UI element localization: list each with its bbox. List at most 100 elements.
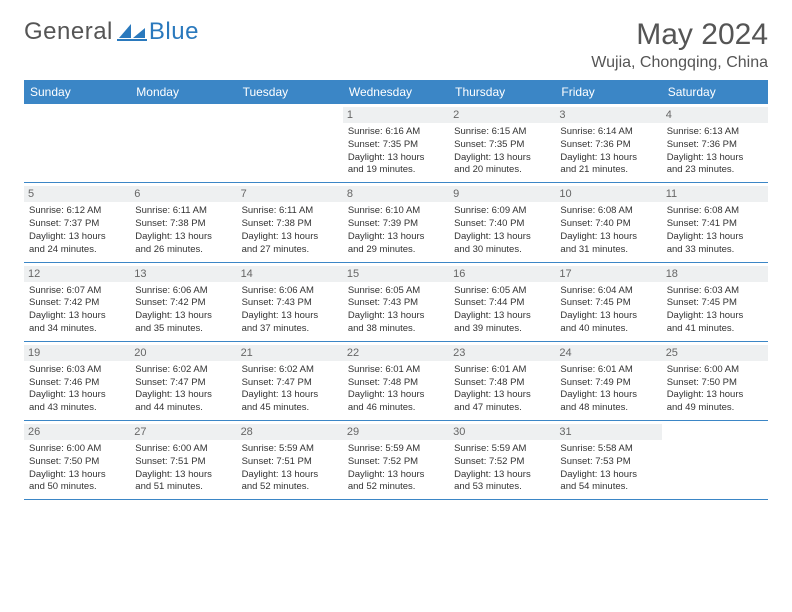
day-details: Sunrise: 6:05 AMSunset: 7:44 PMDaylight:…	[454, 285, 550, 336]
day-cell: 26Sunrise: 6:00 AMSunset: 7:50 PMDayligh…	[24, 421, 130, 499]
day-number: 27	[130, 424, 236, 440]
day-number: 12	[24, 266, 130, 282]
day-number: 25	[662, 345, 768, 361]
day-number: 14	[237, 266, 343, 282]
day-number: 6	[130, 186, 236, 202]
day-cell: 2 Sunrise: 6:15 AMSunset: 7:35 PMDaylight…	[449, 104, 555, 182]
day-number: 9	[449, 186, 555, 202]
day-number: 20	[130, 345, 236, 361]
day-cell: 13 Sunrise: 6:06 AMSunset: 7:42 PMDayligh…	[130, 263, 236, 341]
day-cell: 20 Sunrise: 6:02 AMSunset: 7:47 PMDayligh…	[130, 342, 236, 420]
day-cell: 22 Sunrise: 6:01 AMSunset: 7:48 PMDayligh…	[343, 342, 449, 420]
calendar-week-row: 12 Sunrise: 6:07 AMSunset: 7:42 PMDayligh…	[24, 263, 768, 342]
day-number: 3	[555, 107, 661, 123]
day-number: 8	[343, 186, 449, 202]
day-cell: 9 Sunrise: 6:09 AMSunset: 7:40 PMDaylight…	[449, 183, 555, 261]
day-details: Sunrise: 6:11 AMSunset: 7:38 PMDaylight:…	[135, 205, 231, 256]
day-cell: 14 Sunrise: 6:06 AMSunset: 7:43 PMDayligh…	[237, 263, 343, 341]
weekday-header: Wednesday	[343, 80, 449, 104]
calendar-week-row: 5 Sunrise: 6:12 AMSunset: 7:37 PMDaylight…	[24, 183, 768, 262]
day-details: Sunrise: 6:11 AMSunset: 7:38 PMDaylight:…	[242, 205, 338, 256]
day-number: 7	[237, 186, 343, 202]
day-details: Sunrise: 5:58 AMSunset: 7:53 PMDaylight:…	[560, 443, 656, 494]
day-details: Sunrise: 5:59 AMSunset: 7:51 PMDaylight:…	[242, 443, 338, 494]
day-cell: 15Sunrise: 6:05 AMSunset: 7:43 PMDayligh…	[343, 263, 449, 341]
day-cell: 30 Sunrise: 5:59 AMSunset: 7:52 PMDayligh…	[449, 421, 555, 499]
day-cell: 23Sunrise: 6:01 AMSunset: 7:48 PMDayligh…	[449, 342, 555, 420]
day-number: 2	[449, 107, 555, 123]
day-number: 5	[24, 186, 130, 202]
day-cell: 6 Sunrise: 6:11 AMSunset: 7:38 PMDaylight…	[130, 183, 236, 261]
logo-sail-icon	[117, 22, 147, 42]
day-details: Sunrise: 6:06 AMSunset: 7:43 PMDaylight:…	[242, 285, 338, 336]
day-cell: 25 Sunrise: 6:00 AMSunset: 7:50 PMDayligh…	[662, 342, 768, 420]
day-details: Sunrise: 6:01 AMSunset: 7:48 PMDaylight:…	[348, 364, 444, 415]
day-details: Sunrise: 6:15 AMSunset: 7:35 PMDaylight:…	[454, 126, 550, 177]
day-details: Sunrise: 6:00 AMSunset: 7:50 PMDaylight:…	[29, 443, 125, 494]
day-details: Sunrise: 6:13 AMSunset: 7:36 PMDaylight:…	[667, 126, 763, 177]
day-number: 23	[449, 345, 555, 361]
day-number: 4	[662, 107, 768, 123]
day-cell: 11 Sunrise: 6:08 AMSunset: 7:41 PMDayligh…	[662, 183, 768, 261]
day-cell: 1Sunrise: 6:16 AMSunset: 7:35 PMDaylight…	[343, 104, 449, 182]
weekday-header: Sunday	[24, 80, 130, 104]
day-number: 30	[449, 424, 555, 440]
day-details: Sunrise: 6:16 AMSunset: 7:35 PMDaylight:…	[348, 126, 444, 177]
day-details: Sunrise: 6:02 AMSunset: 7:47 PMDaylight:…	[135, 364, 231, 415]
day-cell: 28 Sunrise: 5:59 AMSunset: 7:51 PMDayligh…	[237, 421, 343, 499]
day-cell: 21Sunrise: 6:02 AMSunset: 7:47 PMDayligh…	[237, 342, 343, 420]
day-cell: 8 Sunrise: 6:10 AMSunset: 7:39 PMDaylight…	[343, 183, 449, 261]
day-number: 13	[130, 266, 236, 282]
day-cell: 12 Sunrise: 6:07 AMSunset: 7:42 PMDayligh…	[24, 263, 130, 341]
day-number: 11	[662, 186, 768, 202]
day-number: 24	[555, 345, 661, 361]
day-number: 19	[24, 345, 130, 361]
day-details: Sunrise: 6:10 AMSunset: 7:39 PMDaylight:…	[348, 205, 444, 256]
day-details: Sunrise: 6:00 AMSunset: 7:51 PMDaylight:…	[135, 443, 231, 494]
location: Wujia, Chongqing, China	[591, 54, 768, 72]
weekday-header: Saturday	[662, 80, 768, 104]
day-cell: 4 Sunrise: 6:13 AMSunset: 7:36 PMDaylight…	[662, 104, 768, 182]
calendar-week-row: 19Sunrise: 6:03 AMSunset: 7:46 PMDayligh…	[24, 342, 768, 421]
empty-day-cell	[24, 104, 130, 182]
day-details: Sunrise: 6:00 AMSunset: 7:50 PMDaylight:…	[667, 364, 763, 415]
day-details: Sunrise: 6:06 AMSunset: 7:42 PMDaylight:…	[135, 285, 231, 336]
day-number: 17	[555, 266, 661, 282]
day-cell: 17Sunrise: 6:04 AMSunset: 7:45 PMDayligh…	[555, 263, 661, 341]
day-details: Sunrise: 5:59 AMSunset: 7:52 PMDaylight:…	[454, 443, 550, 494]
day-number: 16	[449, 266, 555, 282]
day-number: 10	[555, 186, 661, 202]
day-details: Sunrise: 6:14 AMSunset: 7:36 PMDaylight:…	[560, 126, 656, 177]
weekday-header: Monday	[130, 80, 236, 104]
weekday-header: Friday	[555, 80, 661, 104]
logo-text-1: General	[24, 18, 113, 46]
day-cell: 19Sunrise: 6:03 AMSunset: 7:46 PMDayligh…	[24, 342, 130, 420]
day-cell: 10 Sunrise: 6:08 AMSunset: 7:40 PMDayligh…	[555, 183, 661, 261]
empty-day-cell	[237, 104, 343, 182]
day-cell: 29Sunrise: 5:59 AMSunset: 7:52 PMDayligh…	[343, 421, 449, 499]
day-number: 22	[343, 345, 449, 361]
day-number: 28	[237, 424, 343, 440]
day-details: Sunrise: 6:08 AMSunset: 7:41 PMDaylight:…	[667, 205, 763, 256]
day-number: 15	[343, 266, 449, 282]
day-number: 29	[343, 424, 449, 440]
day-cell: 5 Sunrise: 6:12 AMSunset: 7:37 PMDaylight…	[24, 183, 130, 261]
day-details: Sunrise: 6:12 AMSunset: 7:37 PMDaylight:…	[29, 205, 125, 256]
day-details: Sunrise: 6:09 AMSunset: 7:40 PMDaylight:…	[454, 205, 550, 256]
weekday-header: Thursday	[449, 80, 555, 104]
day-details: Sunrise: 6:08 AMSunset: 7:40 PMDaylight:…	[560, 205, 656, 256]
day-cell: 16 Sunrise: 6:05 AMSunset: 7:44 PMDayligh…	[449, 263, 555, 341]
calendar-page: General Blue May 2024 Wujia, Chongqing, …	[0, 0, 792, 518]
page-header: General Blue May 2024 Wujia, Chongqing, …	[24, 18, 768, 72]
day-cell: 24Sunrise: 6:01 AMSunset: 7:49 PMDayligh…	[555, 342, 661, 420]
logo: General Blue	[24, 18, 199, 46]
day-details: Sunrise: 6:07 AMSunset: 7:42 PMDaylight:…	[29, 285, 125, 336]
day-details: Sunrise: 6:03 AMSunset: 7:45 PMDaylight:…	[667, 285, 763, 336]
weekday-header: Tuesday	[237, 80, 343, 104]
month-title: May 2024	[591, 18, 768, 52]
day-number: 18	[662, 266, 768, 282]
day-cell: 31Sunrise: 5:58 AMSunset: 7:53 PMDayligh…	[555, 421, 661, 499]
title-block: May 2024 Wujia, Chongqing, China	[591, 18, 768, 72]
empty-day-cell	[662, 421, 768, 499]
logo-text-2: Blue	[149, 18, 199, 46]
